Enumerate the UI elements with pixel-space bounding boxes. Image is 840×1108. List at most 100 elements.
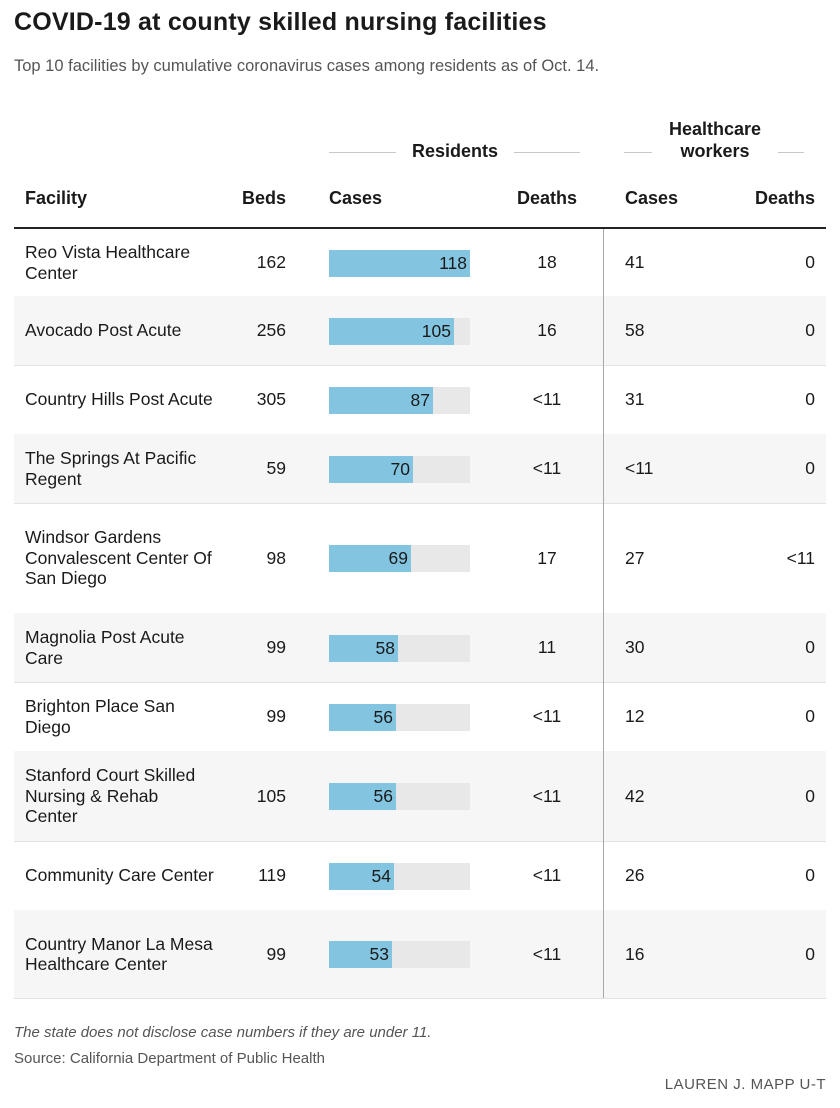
resident-cases-label: 69 <box>388 548 408 568</box>
resident-cases-bar <box>329 941 392 968</box>
beds-value: 98 <box>266 547 286 568</box>
col-header-facility: Facility <box>25 188 88 208</box>
beds-value: 119 <box>258 865 286 885</box>
resident-deaths-value: <11 <box>532 389 562 409</box>
worker-cases-value: 31 <box>625 389 645 409</box>
facility-name: Magnolia Post Acute Care <box>25 627 185 668</box>
resident-cases-bar-track: 53 <box>329 941 470 968</box>
facility-name: The Springs At Pacific Regent <box>25 448 197 489</box>
table-row: Stanford Court Skilled Nursing & Rehab C… <box>14 751 826 842</box>
worker-cases-value: 42 <box>625 785 645 806</box>
resident-cases-bar <box>329 317 454 345</box>
beds-value: 105 <box>256 785 286 806</box>
resident-cases-label: 54 <box>371 865 391 886</box>
credit-line: LAUREN J. MAPP U-T <box>664 1076 826 1093</box>
resident-cases-bar <box>329 249 470 277</box>
table-row: Brighton Place San Diego 99 56 <11 12 0 <box>14 682 826 752</box>
resident-cases-bar-track: 70 <box>329 455 470 483</box>
resident-deaths-value: <11 <box>532 865 562 885</box>
resident-cases-bar <box>329 703 396 731</box>
table-top-rule <box>14 227 826 229</box>
facility-name: Windsor Gardens Convalescent Center Of S… <box>25 527 212 589</box>
facility-name: Reo Vista Healthcare Center <box>25 242 191 283</box>
resident-cases-label: 56 <box>373 706 393 727</box>
resident-cases-label: 56 <box>373 786 393 806</box>
table-row: Magnolia Post Acute Care 99 58 11 30 0 <box>14 613 826 683</box>
facility-name: Country Hills Post Acute <box>25 389 213 410</box>
worker-deaths-value: 0 <box>805 458 815 478</box>
residents-rule-left <box>329 152 396 153</box>
table-row: Country Manor La Mesa Healthcare Center 9… <box>14 910 826 999</box>
worker-deaths-value: 0 <box>805 943 815 964</box>
resident-cases-label: 118 <box>439 252 467 273</box>
beds-value: 162 <box>256 252 286 272</box>
resident-cases-label: 105 <box>421 320 451 341</box>
facility-name: Stanford Court Skilled Nursing & Rehab C… <box>25 765 196 827</box>
resident-cases-label: 87 <box>410 389 430 410</box>
worker-deaths-value: 0 <box>805 389 815 409</box>
resident-deaths-value: <11 <box>532 785 562 806</box>
resident-deaths-value: 16 <box>537 320 557 340</box>
col-header-beds: Beds <box>241 188 286 208</box>
table-row: Country Hills Post Acute 305 87 <11 31 0 <box>14 365 826 435</box>
resident-cases-bar <box>329 386 433 414</box>
beds-value: 59 <box>266 458 286 478</box>
worker-deaths-value: <11 <box>786 547 815 568</box>
resident-cases-label: 53 <box>369 944 389 964</box>
beds-value: 256 <box>256 320 286 340</box>
beds-value: 99 <box>266 637 286 657</box>
worker-cases-value: 27 <box>625 547 645 568</box>
resident-deaths-value: 11 <box>537 637 557 657</box>
resident-deaths-value: 18 <box>537 252 557 272</box>
table-row: Windsor Gardens Convalescent Center Of S… <box>14 503 826 614</box>
col-header-resident-cases: Cases <box>329 188 383 208</box>
col-header-worker-deaths: Deaths <box>754 188 815 208</box>
workers-group-header-line1: Healthcare <box>668 119 762 139</box>
workers-group-header-line2: workers <box>680 141 750 161</box>
table-row: Reo Vista Healthcare Center 162 118 18 41 0 <box>14 229 826 297</box>
worker-cases-value: 58 <box>625 320 645 340</box>
worker-deaths-value: 0 <box>805 252 815 272</box>
residents-rule-right <box>514 152 580 153</box>
worker-cases-value: 41 <box>625 252 645 272</box>
chart-subtitle: Top 10 facilities by cumulative coronavi… <box>14 57 600 75</box>
residents-group-header: Residents <box>411 141 499 161</box>
resident-cases-bar <box>329 634 398 662</box>
workers-rule-right <box>778 152 804 153</box>
table-row: Community Care Center 119 54 <11 26 0 <box>14 841 826 911</box>
facility-name: Brighton Place San Diego <box>25 696 175 737</box>
col-header-resident-deaths: Deaths <box>516 188 578 208</box>
workers-rule-left <box>624 152 652 153</box>
resident-cases-label: 70 <box>390 458 410 479</box>
resident-cases-bar <box>329 783 396 810</box>
worker-deaths-value: 0 <box>805 320 815 340</box>
resident-cases-bar-track: 54 <box>329 862 470 890</box>
facility-name: Community Care Center <box>25 865 214 886</box>
worker-cases-value: 16 <box>625 943 645 964</box>
worker-deaths-value: 0 <box>805 706 815 726</box>
worker-deaths-value: 0 <box>805 865 815 885</box>
worker-cases-value: 26 <box>625 865 645 885</box>
beds-value: 99 <box>266 706 286 726</box>
resident-cases-bar-track: 87 <box>329 386 470 414</box>
resident-cases-bar-track: 56 <box>329 783 470 810</box>
resident-deaths-value: <11 <box>532 458 562 478</box>
worker-deaths-value: 0 <box>805 637 815 657</box>
resident-cases-bar-track: 56 <box>329 703 470 731</box>
resident-deaths-value: <11 <box>532 706 562 726</box>
beds-value: 99 <box>266 943 286 964</box>
table-row: The Springs At Pacific Regent 59 70 <11 <11 0 <box>14 434 826 504</box>
worker-deaths-value: 0 <box>805 785 815 806</box>
chart-title: COVID-19 at county skilled nursing facil… <box>14 8 547 36</box>
table-row: Avocado Post Acute 256 105 16 58 0 <box>14 296 826 366</box>
facility-name: Country Manor La Mesa Healthcare Center <box>25 933 213 975</box>
facility-name: Avocado Post Acute <box>25 320 182 341</box>
worker-cases-value: <11 <box>625 458 654 478</box>
residents-workers-divider <box>603 229 604 998</box>
resident-cases-bar-track: 58 <box>329 634 470 662</box>
resident-cases-bar-track: 118 <box>329 249 470 277</box>
footnote: The state does not disclose case numbers… <box>14 1024 432 1041</box>
resident-cases-label: 58 <box>375 637 395 658</box>
col-header-worker-cases: Cases <box>625 188 679 208</box>
resident-deaths-value: 17 <box>537 547 557 568</box>
